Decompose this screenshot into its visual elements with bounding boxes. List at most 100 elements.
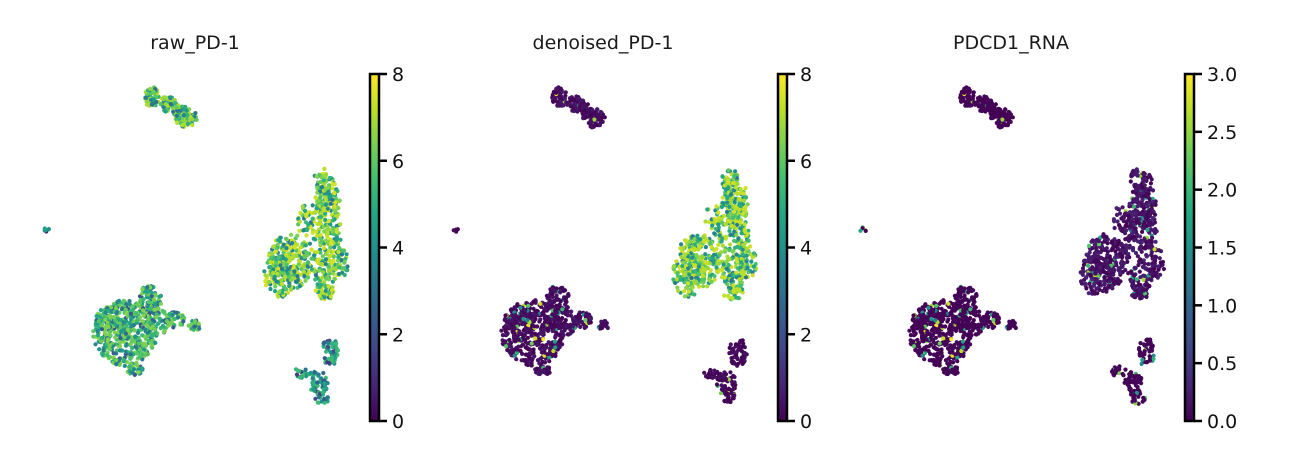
cell-point: [284, 246, 289, 251]
cell-point: [103, 317, 108, 322]
cell-point: [719, 204, 725, 210]
cell-point: [552, 312, 557, 317]
cell-point: [296, 262, 301, 267]
cell-point: [107, 313, 112, 318]
cell-point: [741, 198, 747, 203]
cell-point: [524, 358, 530, 363]
cell-point: [598, 326, 604, 331]
cell-point: [304, 227, 309, 233]
cell-point: [317, 284, 322, 289]
cell-point: [547, 351, 552, 356]
cell-point: [700, 277, 705, 282]
cell-point: [305, 260, 311, 265]
cell-point: [192, 324, 197, 329]
cell-point: [553, 289, 558, 294]
cell-point: [696, 271, 701, 277]
cell-point: [534, 366, 540, 371]
cell-point: [272, 276, 277, 281]
cell-point: [737, 197, 743, 202]
cell-point: [295, 278, 300, 283]
cell-point: [727, 228, 732, 233]
cell-point: [512, 325, 517, 330]
cell-point: [318, 243, 323, 248]
cell-point: [306, 222, 311, 227]
cell-point: [937, 341, 942, 346]
cell-point: [728, 232, 734, 237]
cell-point: [730, 180, 736, 186]
cell-point: [725, 195, 730, 201]
cell-point: [722, 398, 727, 404]
cell-point: [291, 265, 296, 270]
cell-point: [158, 102, 163, 107]
cell-point: [521, 335, 526, 340]
colorbar-tick-label: 2: [800, 324, 812, 346]
cell-point: [117, 344, 123, 349]
cell-point: [916, 348, 921, 354]
cell-point: [920, 305, 925, 310]
cell-point: [341, 248, 346, 253]
cell-point: [569, 309, 574, 314]
cell-point: [1114, 243, 1120, 248]
cell-point: [971, 323, 976, 329]
cell-point: [100, 335, 105, 340]
cell-point: [918, 313, 923, 318]
cell-point: [560, 316, 565, 321]
cell-point: [567, 102, 573, 107]
colorbar-tick-label: 4: [392, 238, 404, 260]
cell-point: [740, 252, 746, 257]
cell-point: [153, 301, 158, 306]
cell-point: [525, 318, 530, 323]
cell-point: [184, 108, 189, 113]
cell-point: [571, 316, 576, 321]
cell-point: [929, 335, 934, 340]
cell-point: [284, 252, 289, 257]
cell-point: [979, 97, 984, 102]
cell-point: [726, 262, 731, 268]
cell-point: [727, 257, 732, 262]
cell-point: [732, 200, 737, 205]
cell-point: [518, 348, 523, 354]
cell-point: [161, 329, 166, 334]
cell-point: [686, 289, 692, 294]
cell-point: [137, 354, 142, 360]
cell-point: [114, 362, 119, 367]
cell-point: [911, 344, 917, 349]
cell-point: [111, 351, 116, 356]
cell-point: [719, 275, 725, 280]
cell-point: [736, 361, 741, 366]
cell-point: [942, 366, 948, 371]
cell-point: [726, 219, 731, 224]
cell-point: [989, 322, 994, 327]
cell-point: [562, 288, 567, 293]
cell-point: [1106, 274, 1112, 279]
cell-point: [287, 284, 292, 289]
cell-point: [939, 347, 944, 352]
cell-point: [1006, 326, 1012, 331]
cell-point: [986, 324, 991, 329]
cell-point: [333, 355, 338, 360]
cell-point: [295, 368, 300, 373]
cell-point: [151, 297, 157, 302]
cell-point: [517, 329, 522, 334]
cell-point: [738, 283, 743, 288]
cell-point: [744, 259, 749, 264]
cell-point: [704, 261, 709, 266]
cell-point: [970, 96, 976, 101]
cell-point: [934, 303, 939, 308]
cell-point: [155, 306, 160, 311]
cell-point: [102, 330, 107, 335]
cell-point: [743, 275, 749, 280]
cell-point: [121, 320, 126, 325]
cell-point: [323, 288, 328, 293]
cell-point: [330, 186, 335, 191]
cell-point: [334, 223, 339, 229]
cell-point: [932, 358, 938, 363]
cell-point: [732, 386, 737, 391]
cell-point: [559, 329, 565, 335]
cell-point: [319, 185, 325, 190]
cell-point: [954, 366, 959, 371]
cell-point: [682, 294, 687, 299]
cell-point: [319, 376, 324, 381]
cell-point: [741, 191, 746, 196]
cell-point: [741, 272, 746, 277]
